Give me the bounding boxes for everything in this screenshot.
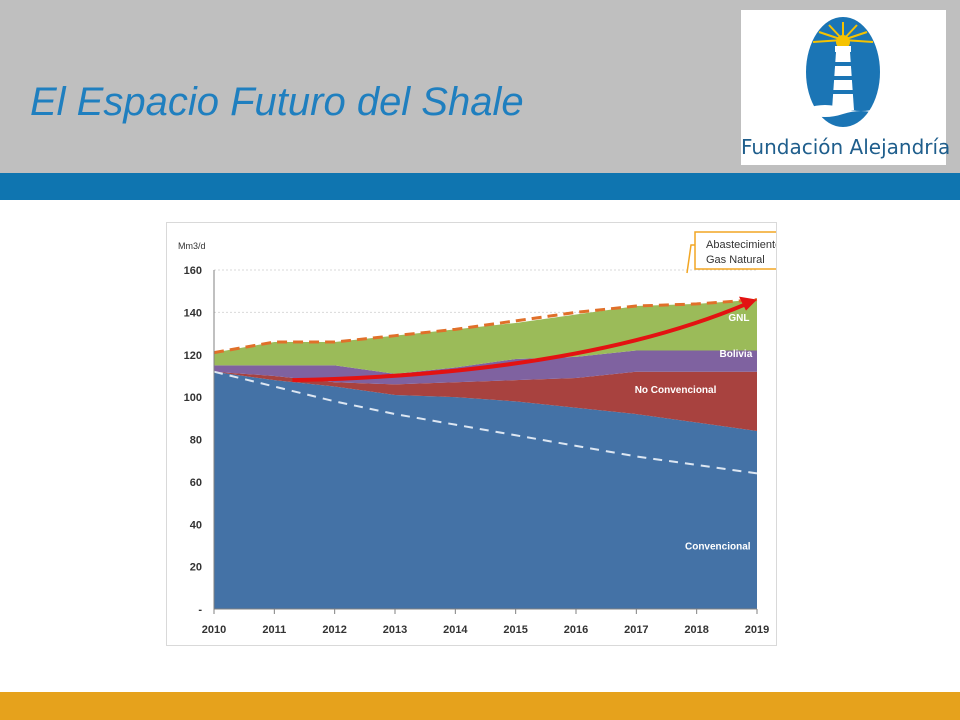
y-tick-label: 80 [190, 435, 202, 447]
label-layer: Convencional No Convencional Bolivia GNL [635, 313, 753, 553]
growth-arrow [292, 301, 748, 383]
callout: Abastecimiento de Gas Natural [694, 231, 830, 270]
series-label-convencional: Convencional [685, 542, 751, 553]
area-convencional [214, 371, 757, 609]
line-layer [213, 244, 758, 475]
area-gnl [214, 299, 757, 374]
callout-line-2: Gas Natural [706, 254, 765, 266]
x-tick-label: 2012 [322, 624, 346, 636]
decline-line [213, 370, 758, 475]
x-tick-label: 2014 [443, 624, 468, 636]
x-tick-label: 2019 [745, 624, 769, 636]
y-axis-label: Mm3/d [178, 241, 206, 251]
x-tick-label: 2018 [684, 624, 708, 636]
y-tick-label: 20 [190, 562, 202, 574]
callout-connector [686, 244, 695, 274]
x-tick-label: 2016 [564, 624, 588, 636]
logo-text: Fundación Alejandría [741, 135, 951, 159]
logo: Fundación Alejandría [741, 10, 951, 165]
x-tick-label: 2015 [503, 624, 527, 636]
y-tick-label: 120 [184, 350, 202, 362]
x-tick-label: 2017 [624, 624, 648, 636]
y-tick-label: 60 [190, 477, 202, 489]
x-tick-label: 2013 [383, 624, 407, 636]
svg-text:Abastecimiento de: Abastecimiento de [706, 239, 776, 251]
area-layer [214, 299, 757, 609]
area-no-convencional [214, 371, 757, 432]
growth-arrow-head-icon [739, 296, 757, 311]
x-tick-label: 2010 [202, 624, 226, 636]
svg-text:Gas Natural: Gas Natural [706, 254, 765, 266]
y-tick-label: - [198, 604, 202, 616]
y-tick-label: 100 [184, 392, 202, 404]
x-tick-label: 2011 [262, 624, 286, 636]
lighthouse-logo-icon [806, 17, 880, 127]
slide-title: El Espacio Futuro del Shale [30, 80, 524, 124]
series-label-bolivia: Bolivia [719, 349, 752, 360]
series-label-gnl: GNL [728, 313, 749, 324]
callout-line-1: Abastecimiento de [706, 239, 776, 251]
series-label-no-convencional: No Convencional [635, 385, 717, 396]
blue-band [0, 173, 960, 200]
y-tick-label: 160 [184, 265, 202, 277]
axis-layer: - 20 40 60 80 100 120 140 160 2010 2011 2012 2013 201… [184, 265, 770, 636]
gold-band [0, 692, 960, 720]
area-chart: - 20 40 60 80 100 120 140 160 2010 2011 2012 2013 201… [178, 231, 830, 636]
y-tick-label: 140 [184, 307, 202, 319]
supply-line [213, 298, 758, 355]
chart-frame: - 20 40 60 80 100 120 140 160 2010 2011 2012 2013 201… [166, 222, 830, 646]
y-tick-label: 40 [190, 519, 202, 531]
